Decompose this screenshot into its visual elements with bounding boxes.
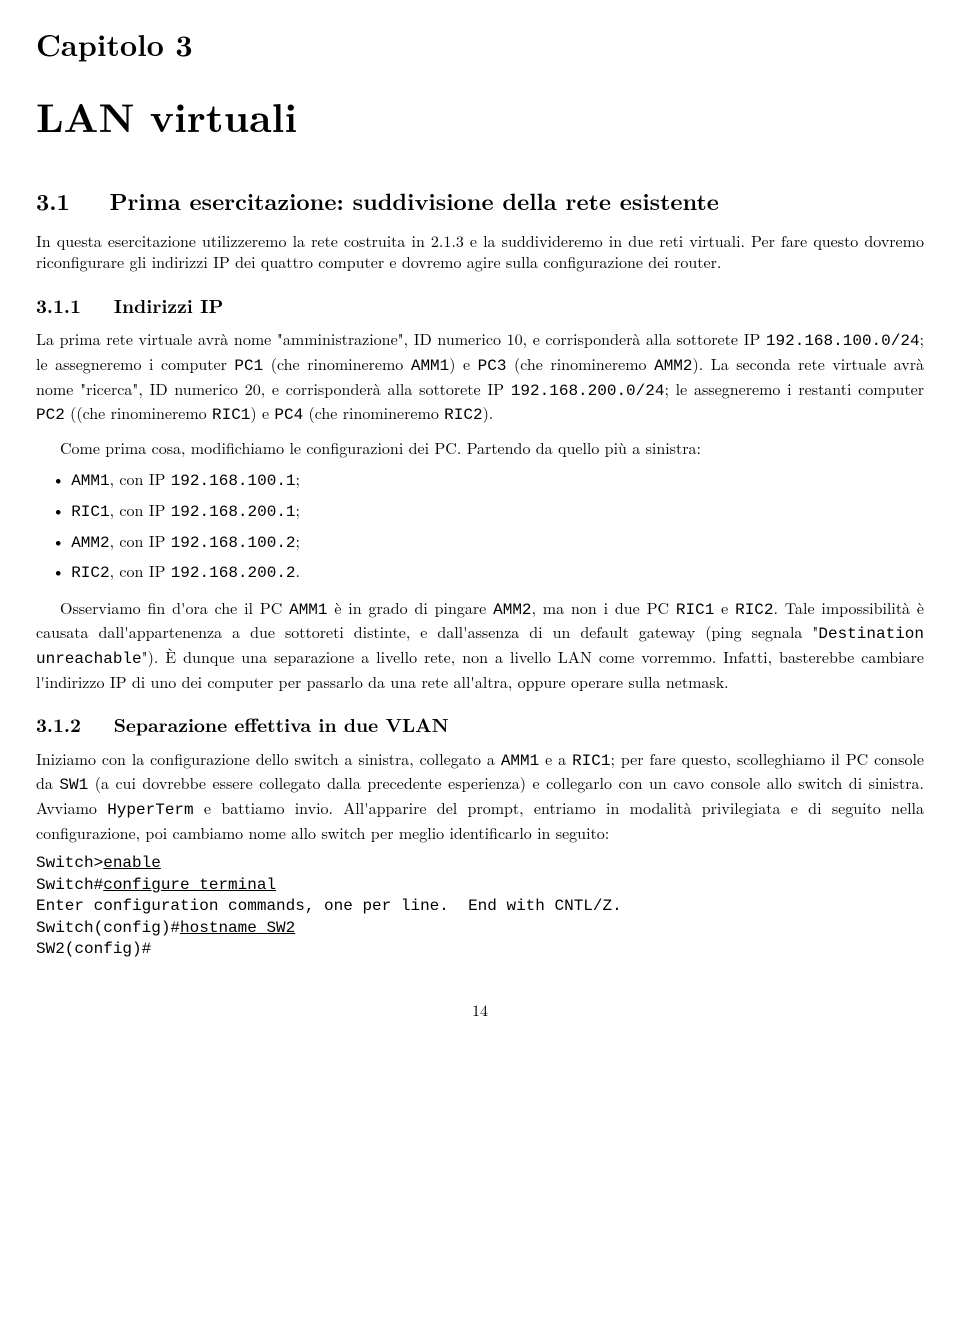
subsection-title: Separazione effettiva in due VLAN [114, 710, 449, 738]
list-item: RIC1, con IP 192.168.200.1; [36, 499, 924, 524]
section-3-1-1-heading: 3.1.1 Indirizzi IP [36, 293, 924, 319]
section-3-1-2-p1: Iniziamo con la configurazione dello swi… [36, 748, 924, 843]
cmd-configure-terminal: configure terminal [103, 876, 276, 894]
section-title: Prima esercitazione: suddivisione della … [109, 184, 718, 217]
section-3-1-1-p1: La prima rete virtuale avrà nome "ammini… [36, 328, 924, 426]
section-number: 3.1 [36, 184, 70, 217]
subsection-number: 3.1.1 [36, 291, 81, 319]
chapter-label: Capitolo 3 [36, 24, 924, 65]
section-3-1-para: In questa esercitazione utilizzeremo la … [36, 230, 924, 273]
page-number: 14 [36, 999, 924, 1021]
section-3-1-1-p3: Osserviamo fin d'ora che il PC AMM1 è in… [36, 597, 924, 692]
chapter-title: LAN virtuali [36, 89, 924, 143]
list-item: AMM2, con IP 192.168.100.2; [36, 530, 924, 555]
subsection-number: 3.1.2 [36, 710, 81, 738]
section-3-1-2-heading: 3.1.2 Separazione effettiva in due VLAN [36, 712, 924, 738]
section-3-1-heading: 3.1 Prima esercitazione: suddivisione de… [36, 185, 924, 216]
terminal-block: Switch>enable Switch#configure terminal … [36, 853, 924, 961]
pc-ip-list: AMM1, con IP 192.168.100.1; RIC1, con IP… [36, 468, 924, 584]
cmd-enable: enable [103, 854, 161, 872]
list-item: RIC2, con IP 192.168.200.2. [36, 560, 924, 585]
subsection-title: Indirizzi IP [114, 291, 224, 319]
ip-subnet-ric: 192.168.200.0/24 [511, 382, 665, 400]
section-3-1-1-p2: Come prima cosa, modifichiamo le configu… [36, 437, 924, 459]
ip-subnet-amm: 192.168.100.0/24 [766, 332, 920, 350]
cmd-hostname: hostname SW2 [180, 919, 295, 937]
list-item: AMM1, con IP 192.168.100.1; [36, 468, 924, 493]
